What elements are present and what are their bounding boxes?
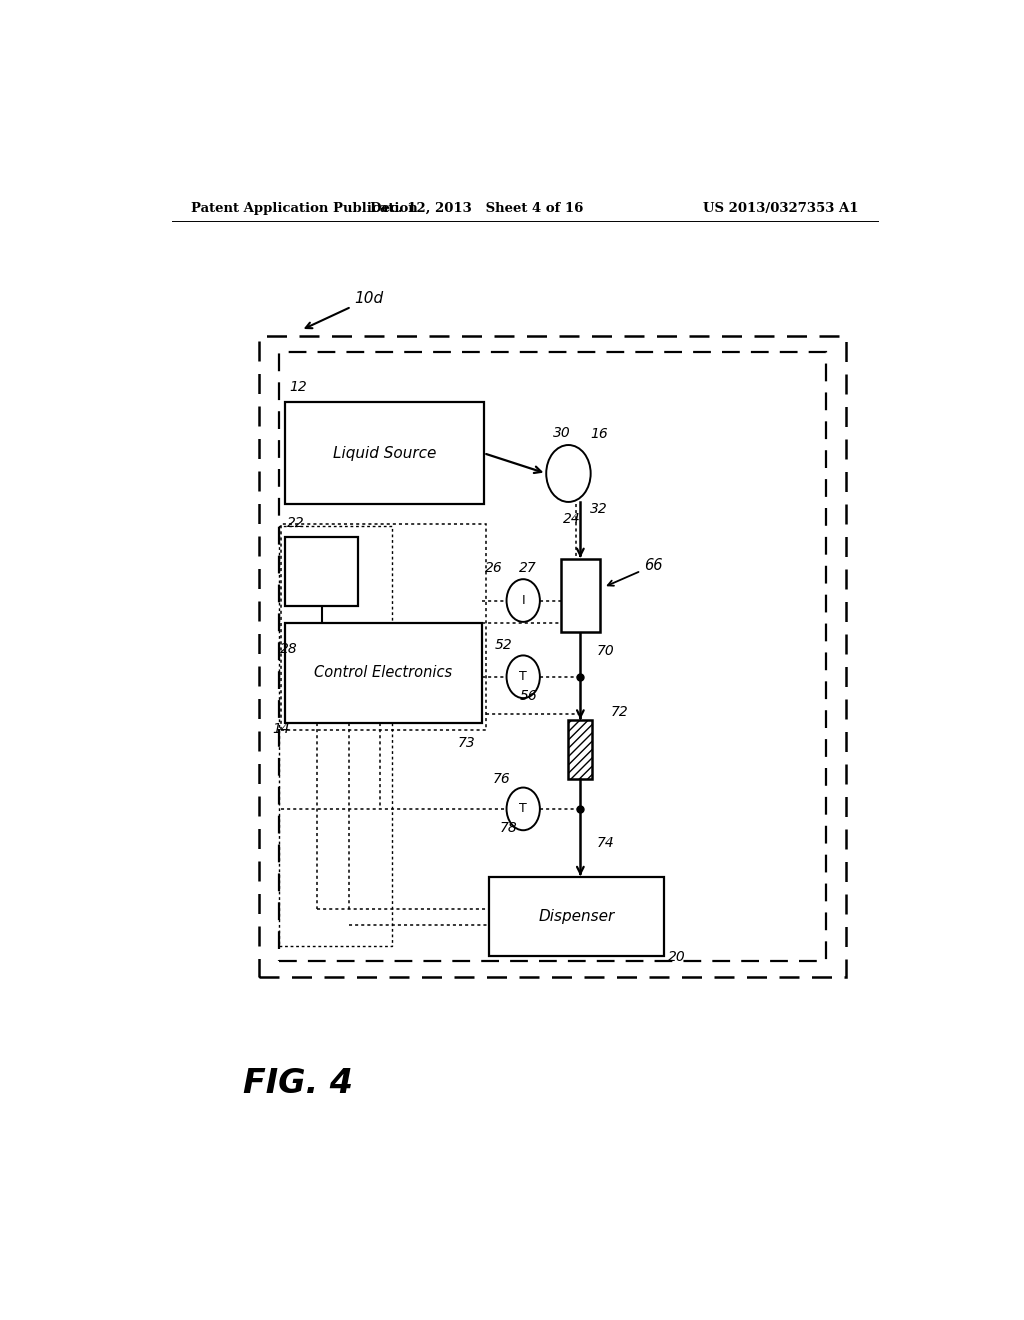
Text: 22: 22 [287, 516, 304, 531]
Text: 27: 27 [518, 561, 537, 576]
Text: 30: 30 [553, 426, 571, 440]
Bar [279, 527, 392, 946]
Text: 32: 32 [590, 502, 607, 516]
Text: 28: 28 [281, 643, 298, 656]
Bar [560, 558, 600, 632]
Circle shape [507, 579, 540, 622]
Circle shape [546, 445, 591, 502]
Circle shape [507, 656, 540, 698]
Text: Liquid Source: Liquid Source [333, 446, 436, 461]
Text: 26: 26 [485, 561, 503, 576]
Text: Dispenser: Dispenser [539, 909, 614, 924]
Bar [282, 524, 486, 730]
Text: I: I [521, 594, 525, 607]
Text: 70: 70 [596, 644, 614, 659]
Bar [285, 536, 358, 606]
Text: 14: 14 [272, 722, 290, 735]
Text: 20: 20 [668, 950, 685, 965]
Text: 12: 12 [289, 380, 307, 395]
Text: Control Electronics: Control Electronics [314, 665, 453, 680]
Text: 56: 56 [519, 689, 537, 704]
Text: T: T [519, 671, 527, 684]
Circle shape [507, 788, 540, 830]
Text: 72: 72 [610, 705, 629, 719]
Text: 10d: 10d [305, 292, 383, 329]
Bar [489, 876, 664, 956]
Text: 73: 73 [458, 737, 475, 750]
Text: 52: 52 [495, 639, 512, 652]
Bar [568, 721, 592, 779]
Text: Dec. 12, 2013   Sheet 4 of 16: Dec. 12, 2013 Sheet 4 of 16 [371, 202, 584, 215]
Text: 16: 16 [590, 426, 607, 441]
Bar [285, 623, 482, 722]
Bar [285, 403, 483, 504]
Text: 78: 78 [500, 821, 517, 836]
Text: 76: 76 [493, 771, 510, 785]
Text: FIG. 4: FIG. 4 [243, 1067, 353, 1100]
Bar [279, 351, 826, 961]
Bar [259, 337, 846, 977]
Text: Patent Application Publication: Patent Application Publication [191, 202, 418, 215]
Text: T: T [519, 803, 527, 816]
Text: 24: 24 [563, 512, 581, 527]
Text: US 2013/0327353 A1: US 2013/0327353 A1 [702, 202, 858, 215]
Text: 74: 74 [596, 836, 614, 850]
Text: 66: 66 [608, 558, 663, 586]
